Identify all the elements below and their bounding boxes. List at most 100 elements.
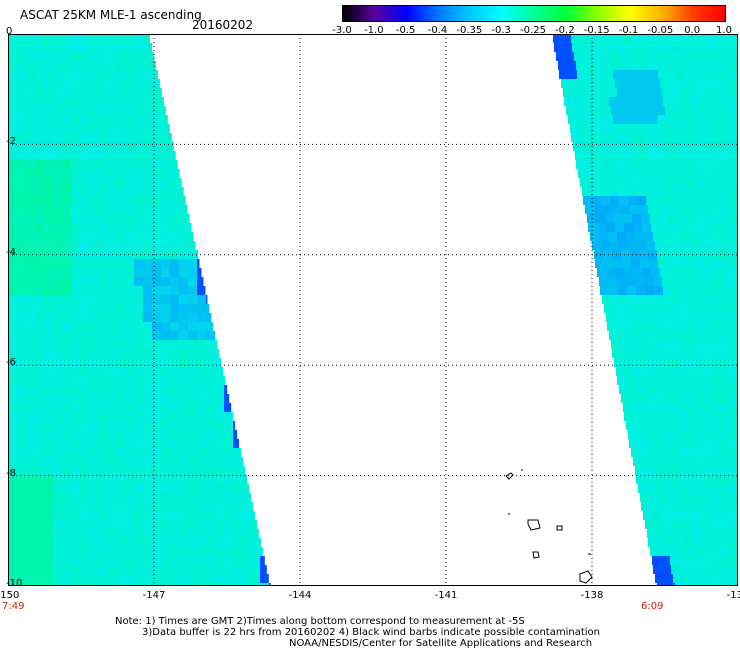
- swath-cell: [722, 547, 731, 556]
- swath-cell: [89, 484, 98, 493]
- swath-cell: [107, 538, 116, 547]
- swath-cell: [17, 133, 26, 142]
- swath-cell: [672, 475, 681, 484]
- swath-cell: [17, 151, 26, 160]
- swath-cell: [44, 313, 53, 322]
- swath-cell: [53, 142, 62, 151]
- swath-cell: [8, 79, 17, 88]
- swath-cell: [62, 205, 71, 214]
- swath-cell: [26, 421, 35, 430]
- swath-cell: [179, 196, 186, 205]
- swath-cell: [684, 583, 693, 586]
- swath-cell: [134, 223, 143, 232]
- swath-cell: [107, 367, 116, 376]
- swath-cell: [116, 295, 125, 304]
- swath-cell: [242, 484, 249, 493]
- swath-cell: [595, 115, 604, 124]
- swath-cell: [624, 313, 633, 322]
- swath-cell: [116, 457, 125, 466]
- swath-cell: [125, 511, 134, 520]
- swath-cell: [670, 133, 679, 142]
- swath-cell: [188, 295, 197, 304]
- swath-cell: [98, 394, 107, 403]
- swath-cell: [35, 124, 44, 133]
- swath-cell: [116, 196, 125, 205]
- longitude-label: -147: [142, 590, 166, 601]
- swath-cell: [628, 52, 637, 61]
- swath-cell: [655, 241, 664, 250]
- swath-cell: [107, 439, 116, 448]
- swath-cell: [659, 502, 668, 511]
- swath-cell: [680, 421, 689, 430]
- swath-cell: [197, 358, 206, 367]
- swath-cell: [179, 403, 188, 412]
- swath-cell: [729, 250, 738, 259]
- swath-cell: [71, 187, 80, 196]
- swath-cell: [26, 142, 35, 151]
- swath-cell: [17, 142, 26, 151]
- swath-cell: [26, 88, 35, 97]
- swath-cell: [152, 466, 161, 475]
- swath-cell: [161, 385, 170, 394]
- swath-cell: [53, 475, 62, 484]
- swath-cell: [89, 250, 98, 259]
- swath-cell: [649, 448, 658, 457]
- swath-cell: [735, 97, 738, 106]
- swath-cell: [603, 160, 612, 169]
- swath-cell: [179, 205, 188, 214]
- swath-cell: [733, 367, 738, 376]
- swath-cell: [143, 583, 152, 586]
- swath-cell: [107, 259, 116, 268]
- swath-cell: [660, 313, 669, 322]
- swath-cell: [611, 151, 620, 160]
- swath-cell: [708, 97, 717, 106]
- swath-cell: [62, 448, 71, 457]
- swath-cell: [197, 484, 206, 493]
- swath-cell: [116, 79, 125, 88]
- swath-cell: [89, 529, 98, 538]
- swath-cell: [62, 79, 71, 88]
- swath-cell: [697, 34, 706, 43]
- swath-cell: [170, 178, 179, 187]
- swath-cell: [718, 430, 727, 439]
- swath-cell: [707, 277, 716, 286]
- swath-cell: [188, 376, 197, 385]
- swath-cell: [53, 205, 62, 214]
- swath-cell: [617, 43, 626, 52]
- swath-cell: [658, 304, 667, 313]
- swath-cell: [662, 376, 671, 385]
- swath-cell: [53, 331, 62, 340]
- swath-cell: [53, 313, 62, 322]
- swath-cell: [666, 394, 675, 403]
- swath-cell: [676, 259, 685, 268]
- swath-cell: [188, 268, 197, 277]
- swath-cell: [35, 187, 44, 196]
- swath-cell: [644, 466, 653, 475]
- swath-cell: [8, 232, 17, 241]
- swath-cell: [251, 502, 253, 511]
- swath-cell: [188, 538, 197, 547]
- swath-cell: [35, 529, 44, 538]
- swath-cell: [44, 574, 53, 583]
- swath-cell: [638, 151, 647, 160]
- swath-cell: [71, 124, 80, 133]
- swath-cell: [71, 466, 80, 475]
- swath-cell: [53, 250, 62, 259]
- swath-cell: [197, 556, 206, 565]
- swath-cell: [134, 250, 143, 259]
- swath-cell: [584, 106, 593, 115]
- swath-cell: [633, 124, 642, 133]
- swath-cell: [35, 538, 44, 547]
- swath-cell: [26, 475, 35, 484]
- swath-cell: [628, 196, 637, 205]
- swath-cell: [188, 565, 197, 574]
- swath-cell: [62, 97, 71, 106]
- swath-cell: [642, 313, 651, 322]
- swath-cell: [8, 124, 17, 133]
- swath-cell: [161, 358, 170, 367]
- swath-cell: [716, 466, 725, 475]
- swath-cell: [161, 457, 170, 466]
- swath-cell: [188, 520, 197, 529]
- swath-cell: [637, 241, 646, 250]
- swath-cell: [725, 466, 734, 475]
